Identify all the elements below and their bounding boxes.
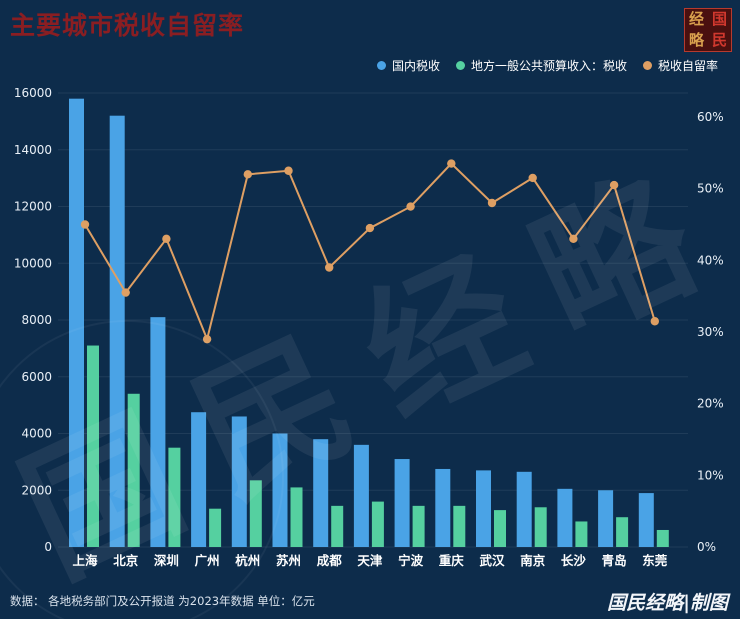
brand-logo-char: 经: [688, 10, 704, 28]
bar-local-budget-tax: [453, 505, 466, 547]
x-axis-city-label: 武汉: [479, 553, 505, 568]
left-axis-tick-label: 12000: [14, 200, 52, 214]
bar-domestic-tax: [150, 317, 166, 547]
bar-local-budget-tax: [249, 480, 262, 547]
right-axis-tick-label: 20%: [697, 397, 724, 411]
bar-domestic-tax: [313, 439, 329, 547]
retention-rate-point: [325, 263, 334, 272]
brand-logo-char: 略: [688, 31, 704, 49]
legend-label: 税收自留率: [657, 59, 718, 73]
retention-rate-point: [528, 173, 537, 183]
right-axis-tick-label: 40%: [697, 253, 724, 267]
bar-domestic-tax: [516, 471, 532, 547]
bar-domestic-tax: [69, 98, 84, 548]
bar-local-budget-tax: [534, 507, 547, 547]
bar-domestic-tax: [557, 488, 573, 547]
bar-local-budget-tax: [656, 529, 669, 547]
retention-rate-point: [569, 234, 578, 244]
right-axis-tick-label: 50%: [697, 182, 724, 196]
right-axis-tick-label: 30%: [697, 325, 724, 339]
x-axis-city-label: 深圳: [154, 553, 179, 568]
x-axis-city-label: 苏州: [276, 553, 301, 568]
retention-rate-point: [365, 223, 375, 233]
x-axis-city-label: 北京: [113, 553, 139, 568]
left-axis-tick-label: 8000: [21, 313, 52, 327]
bar-domestic-tax: [638, 493, 654, 547]
x-axis-city-label: 广州: [195, 553, 220, 568]
left-axis-tick-label: 0: [44, 540, 52, 554]
x-axis-city-label: 上海: [72, 553, 98, 568]
retention-rate-point: [202, 334, 212, 344]
data-source-note: 数据： 各地税务部门及公开报道 为2023年数据 单位：亿元: [10, 594, 315, 608]
legend-label: 国内税收: [391, 59, 440, 73]
bar-local-budget-tax: [87, 345, 99, 547]
bar-local-budget-tax: [168, 447, 181, 547]
left-axis-tick-label: 6000: [21, 370, 52, 384]
right-axis-tick-label: 60%: [697, 110, 724, 124]
bar-local-budget-tax: [371, 501, 384, 547]
bar-domestic-tax: [231, 416, 247, 547]
bar-local-budget-tax: [127, 393, 140, 547]
left-axis-tick-label: 2000: [21, 483, 52, 497]
x-axis-city-label: 长沙: [561, 553, 587, 568]
retention-rate-point: [162, 234, 171, 244]
right-axis-tick-label: 0%: [697, 540, 716, 554]
retention-rate-point: [406, 202, 415, 211]
bar-local-budget-tax: [494, 510, 506, 547]
bar-domestic-tax: [272, 433, 288, 547]
bar-domestic-tax: [435, 468, 451, 547]
legend-dot-orange-icon: [642, 61, 652, 70]
retention-rate-point: [80, 220, 90, 229]
legend-dot-blue-icon: [376, 61, 386, 70]
retention-rate-point: [447, 159, 456, 168]
retention-rate-point: [609, 180, 619, 190]
bar-local-budget-tax: [412, 505, 425, 547]
left-axis-tick-label: 14000: [14, 143, 52, 157]
bar-domestic-tax: [109, 115, 125, 547]
retention-rate-line: [84, 162, 656, 343]
left-axis-tick-label: 16000: [14, 86, 52, 100]
x-axis-city-label: 天津: [357, 553, 383, 568]
bar-local-budget-tax: [290, 487, 303, 547]
x-axis-city-label: 成都: [317, 553, 343, 568]
legend-item-retention-rate: 税收自留率: [642, 57, 718, 74]
brand-logo-char: 国: [711, 10, 727, 28]
credit-note: 国民经略|制图: [607, 592, 728, 614]
x-axis-city-label: 杭州: [235, 553, 260, 568]
bar-local-budget-tax: [616, 517, 629, 547]
x-axis-city-label: 青岛: [602, 553, 627, 568]
chart-legend: 国内税收 地方一般公共预算收入：税收 税收自留率: [376, 57, 718, 74]
right-axis-tick-label: 10%: [697, 468, 724, 482]
legend-label: 地方一般公共预算收入：税收: [470, 59, 627, 73]
bar-domestic-tax: [353, 444, 369, 547]
bar-domestic-tax: [394, 459, 410, 547]
legend-item-local-budget-tax: 地方一般公共预算收入：税收: [455, 57, 627, 74]
retention-rate-point: [121, 288, 130, 297]
x-axis-city-label: 东莞: [642, 553, 668, 568]
legend-item-domestic-tax: 国内税收: [376, 57, 440, 74]
brand-logo-char: 民: [711, 31, 727, 49]
legend-dot-green-icon: [455, 61, 465, 70]
bar-local-budget-tax: [209, 508, 222, 547]
retention-rate-point: [487, 198, 497, 208]
retention-rate-point: [284, 166, 293, 175]
page-title: 主要城市税收自留率: [10, 11, 245, 40]
x-axis-city-label: 宁波: [398, 553, 424, 568]
bar-domestic-tax: [476, 470, 491, 547]
brand-logo: 经 国 略 民: [684, 8, 732, 52]
bar-local-budget-tax: [575, 521, 588, 547]
retention-rate-point: [243, 170, 252, 179]
x-axis-city-label: 重庆: [439, 553, 465, 568]
bar-domestic-tax: [598, 490, 614, 547]
x-axis-city-label: 南京: [520, 553, 546, 568]
bar-domestic-tax: [191, 412, 207, 547]
bar-local-budget-tax: [331, 505, 344, 547]
retention-rate-point: [650, 317, 659, 326]
left-axis-tick-label: 4000: [21, 427, 52, 441]
left-axis-tick-label: 10000: [14, 256, 52, 270]
